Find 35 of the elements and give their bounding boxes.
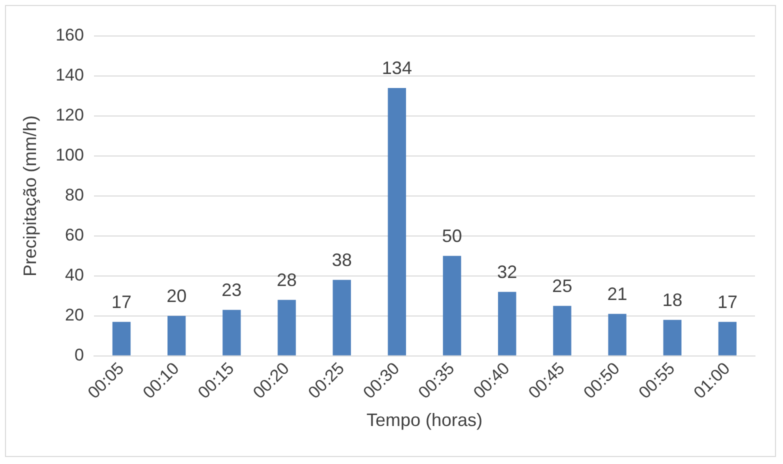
bar [608, 314, 626, 356]
y-tick-label: 100 [56, 146, 84, 165]
bar [388, 88, 406, 356]
data-label: 20 [166, 286, 187, 306]
bar [222, 310, 241, 356]
data-label: 25 [552, 276, 572, 296]
data-label: 17 [717, 292, 738, 312]
data-label: 18 [662, 290, 682, 310]
y-axis-title: Precipitação (mm/h) [20, 115, 40, 276]
bar [112, 322, 131, 356]
y-tick-label: 20 [65, 306, 84, 325]
bar [663, 320, 682, 356]
bar [442, 256, 462, 356]
y-tick-label: 140 [56, 66, 84, 85]
data-label: 134 [382, 58, 412, 78]
bar [553, 306, 572, 356]
bar [332, 280, 351, 356]
data-label: 21 [607, 284, 628, 304]
bar [168, 316, 186, 356]
y-tick-label: 0 [74, 346, 84, 365]
data-label: 32 [497, 262, 518, 282]
data-label: 38 [332, 250, 352, 270]
y-tick-label: 60 [65, 226, 84, 245]
data-label: 17 [111, 292, 132, 312]
y-tick-label: 160 [56, 26, 84, 45]
bar [278, 300, 296, 356]
y-tick-label: 80 [65, 186, 84, 205]
bar [498, 292, 516, 356]
y-tick-label: 40 [65, 266, 84, 285]
y-tick-label: 120 [56, 106, 84, 125]
data-label: 23 [222, 280, 242, 300]
data-label: 50 [442, 226, 462, 246]
data-label: 28 [276, 270, 297, 290]
x-axis-title: Tempo (horas) [366, 410, 483, 430]
bar [718, 322, 737, 356]
